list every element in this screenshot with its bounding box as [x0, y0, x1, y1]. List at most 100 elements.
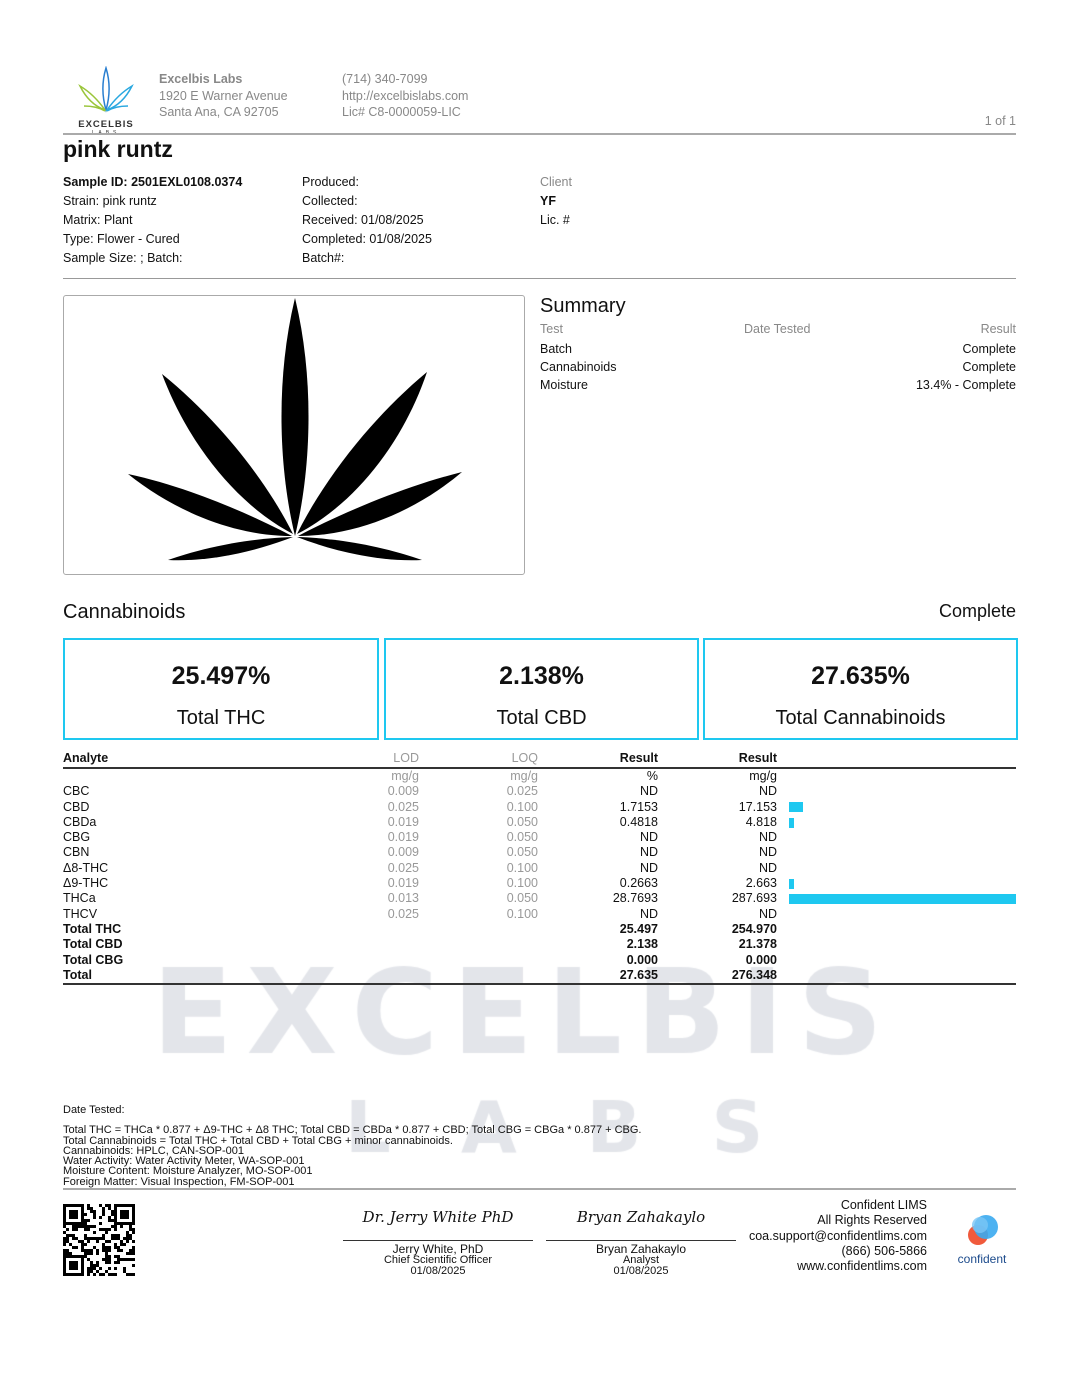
- note-line: Total Cannabinoids = Total THC + Total C…: [63, 1134, 453, 1147]
- lab-address: Excelbis Labs 1920 E Warner Avenue Santa…: [159, 71, 288, 121]
- signature-1: Dr. Jerry White PhD Jerry White, PhD Chi…: [343, 1200, 533, 1277]
- signature-2: Bryan Zahakaylo Bryan Zahakaylo Analyst …: [546, 1200, 736, 1277]
- sample-title: pink runtz: [63, 136, 173, 162]
- sample-image: [63, 295, 525, 575]
- result-pct: ND: [639, 830, 658, 845]
- table-row: Δ9-THC 0.019 0.100 0.2663 2.663: [63, 876, 1016, 891]
- bar-cell: [789, 891, 1016, 906]
- lod: 0.009: [387, 845, 419, 860]
- notes: Date Tested: Total THC = THCa * 0.877 + …: [63, 1104, 642, 1188]
- logo-text: EXCELBIS: [78, 119, 134, 130]
- client-label: Client: [540, 175, 572, 189]
- total-mg: 254.970: [731, 921, 777, 936]
- note-line: Total THC = THCa * 0.877 + Δ9-THC + Δ8 T…: [63, 1124, 642, 1137]
- loq: 0.100: [506, 906, 538, 921]
- qr-code[interactable]: [63, 1204, 135, 1276]
- sample-size: Sample Size: ; Batch:: [63, 251, 183, 265]
- total-analyte: Total CBG: [63, 952, 124, 967]
- table-row: CBN 0.009 0.050 ND ND: [63, 845, 1016, 860]
- lab-contact: (714) 340-7099 http://excelbislabs.com L…: [342, 71, 468, 121]
- cannabis-leaf-logo-icon: [78, 65, 134, 113]
- loq: 0.050: [506, 814, 538, 829]
- signature-2-date: 01/08/2025: [613, 1265, 669, 1277]
- divider: [63, 1188, 1016, 1190]
- total-cannabinoids-value: 27.635%: [811, 662, 910, 690]
- sample-info: Sample ID: 2501EXL0108.0374 Strain: pink…: [63, 173, 242, 268]
- analyte: Δ9-THC: [63, 876, 109, 891]
- sample-dates: Produced: Collected: Received: 01/08/202…: [302, 173, 432, 268]
- client-name: YF: [540, 194, 556, 208]
- result-pct: 0.4818: [619, 814, 658, 829]
- unit-loq: mg/g: [510, 769, 538, 783]
- bar-cell: [789, 784, 1016, 799]
- cannabis-leaf-icon: [128, 298, 462, 561]
- analyte: CBG: [63, 830, 91, 845]
- analyte: CBDa: [63, 814, 97, 829]
- summary-header-date: Date Tested: [744, 322, 811, 336]
- loq: 0.050: [506, 830, 538, 845]
- lod: 0.025: [387, 906, 419, 921]
- table-row: THCa 0.013 0.050 28.7693 287.693: [63, 891, 1016, 906]
- cannabinoids-table: Analyte LOD LOQ Result Result mg/g mg/g% m…: [63, 751, 1016, 986]
- lod: 0.013: [387, 891, 419, 906]
- result-pct: 0.2663: [619, 876, 658, 891]
- loq: 0.100: [506, 799, 538, 814]
- table-row: THCV 0.025 0.100 ND ND: [63, 907, 1016, 922]
- summary-row: Cannabinoids Complete: [540, 358, 1016, 376]
- col-loq: LOQ: [419, 751, 538, 769]
- result-bar: [789, 817, 794, 828]
- received: Received: 01/08/2025: [302, 213, 424, 227]
- result-mg: ND: [758, 845, 777, 860]
- collected: Collected:: [302, 194, 358, 208]
- analyte: CBN: [63, 845, 90, 860]
- total-thc-box: 25.497% Total THC: [63, 638, 379, 740]
- client-license: Lic. #: [540, 213, 570, 227]
- table-row: CBG 0.019 0.050 ND ND: [63, 830, 1016, 845]
- page-number: 1 of 1: [984, 114, 1016, 128]
- sample-type: Type: Flower - Cured: [63, 232, 180, 246]
- summary-result: Complete: [962, 360, 1017, 374]
- cannabinoids-title: Cannabinoids: [63, 601, 186, 623]
- loq: 0.050: [506, 891, 538, 906]
- total-analyte: Total CBD: [63, 937, 123, 952]
- total-analyte: Total THC: [63, 921, 122, 936]
- table-row: CBC 0.009 0.025 ND ND: [63, 784, 1016, 799]
- confident-logo: confident: [950, 1213, 1014, 1266]
- qr-code-icon: [63, 1204, 135, 1276]
- lod: 0.019: [387, 830, 419, 845]
- signature-2-script: Bryan Zahakaylo: [576, 1208, 706, 1226]
- summary-result: 13.4% - Complete: [915, 378, 1016, 392]
- col-lod: LOD: [328, 751, 419, 769]
- result-pct: ND: [639, 784, 658, 799]
- total-pct: 0.000: [626, 952, 658, 967]
- divider: [63, 133, 1016, 135]
- bar-cell: [789, 845, 1016, 860]
- batch-number: Batch#:: [302, 251, 345, 265]
- confident-logo-text: confident: [957, 1252, 1007, 1266]
- summary-row: Moisture 13.4% - Complete: [540, 376, 1016, 394]
- result-mg: 287.693: [731, 891, 777, 906]
- col-result-pct: Result: [538, 751, 658, 769]
- unit-pct: %: [646, 769, 658, 783]
- col-result-mg: Result: [658, 751, 777, 769]
- bar-cell: [789, 861, 1016, 876]
- lims-line: All Rights Reserved: [817, 1213, 927, 1228]
- note-line: Cannabinoids: HPLC, CAN-SOP-001: [63, 1144, 244, 1157]
- result-mg: 17.153: [738, 799, 777, 814]
- total-thc-value: 25.497%: [171, 662, 271, 690]
- summary-title: Summary: [540, 295, 626, 317]
- lims-line: coa.support@confidentlims.com: [748, 1228, 927, 1243]
- lims-info: Confident LIMS All Rights Reserved coa.sup…: [749, 1198, 927, 1274]
- note-line: Foreign Matter: Visual Inspection, FM-SO…: [63, 1175, 295, 1188]
- bar-cell: [789, 907, 1016, 922]
- lims-line: Confident LIMS: [840, 1198, 927, 1212]
- produced: Produced:: [302, 175, 359, 189]
- note-line: Water Activity: Water Activity Meter, WA…: [63, 1155, 305, 1168]
- sample-matrix: Matrix: Plant: [63, 213, 133, 227]
- total-cannabinoids-box: 27.635% Total Cannabinoids: [703, 638, 1018, 740]
- total-mg: 276.348: [658, 967, 777, 986]
- completed: Completed: 01/08/2025: [302, 232, 432, 246]
- table-row: Δ8-THC 0.025 0.100 ND ND: [63, 861, 1016, 876]
- summary-panel: Summary Test Date Tested Result Batch Com…: [540, 295, 1016, 394]
- lab-url[interactable]: http://excelbislabs.com: [342, 88, 469, 103]
